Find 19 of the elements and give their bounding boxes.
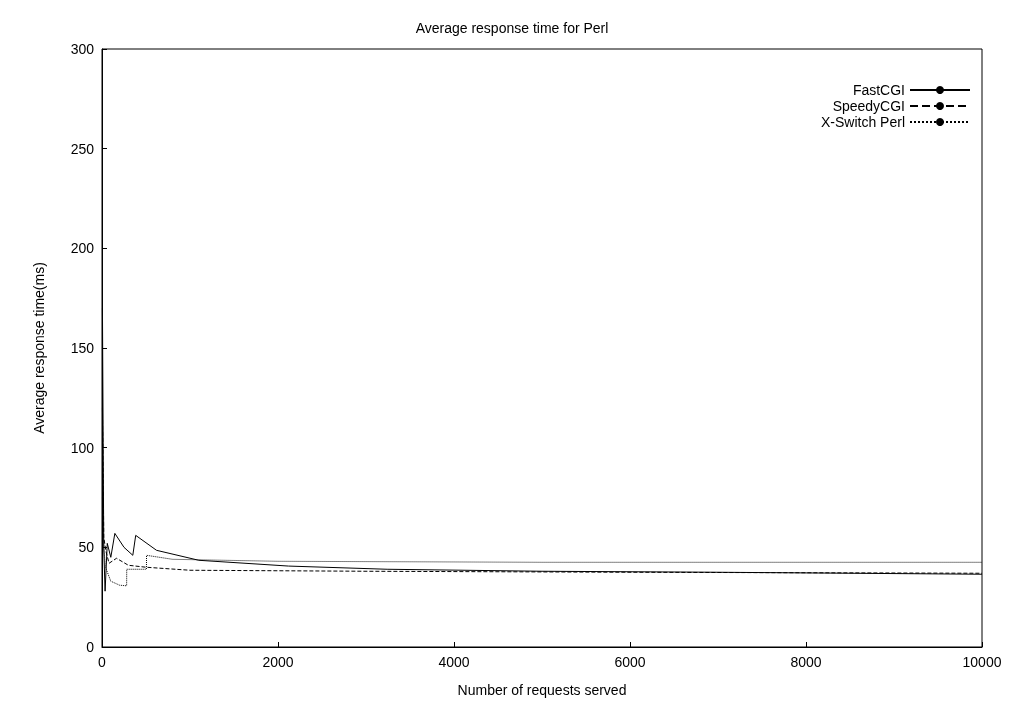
chart-title: Average response time for Perl (415, 20, 609, 36)
y-tick-label: 150 (70, 340, 95, 356)
x-tick-label: 0 (98, 654, 107, 670)
x-tick-label: 4000 (438, 654, 470, 670)
y-tick-label: 300 (70, 41, 95, 57)
legend-label: FastCGI (852, 82, 905, 98)
y-axis-title: Average response time(ms) (31, 262, 47, 434)
x-axis-title: Number of requests served (457, 682, 627, 698)
x-tick-label: 6000 (614, 654, 646, 670)
legend-label: X-Switch Perl (820, 114, 905, 130)
x-tick-label: 10000 (962, 654, 1002, 670)
y-tick-label: 50 (78, 539, 95, 556)
y-tick-label: 250 (70, 140, 95, 157)
x-tick-label: 8000 (790, 654, 822, 670)
y-tick-label: 200 (70, 240, 95, 257)
x-tick-label: 2000 (262, 654, 294, 670)
y-tick-label: 100 (70, 439, 95, 456)
legend-label: SpeedyCGI (832, 98, 905, 114)
y-tick-label: 0 (86, 639, 95, 655)
